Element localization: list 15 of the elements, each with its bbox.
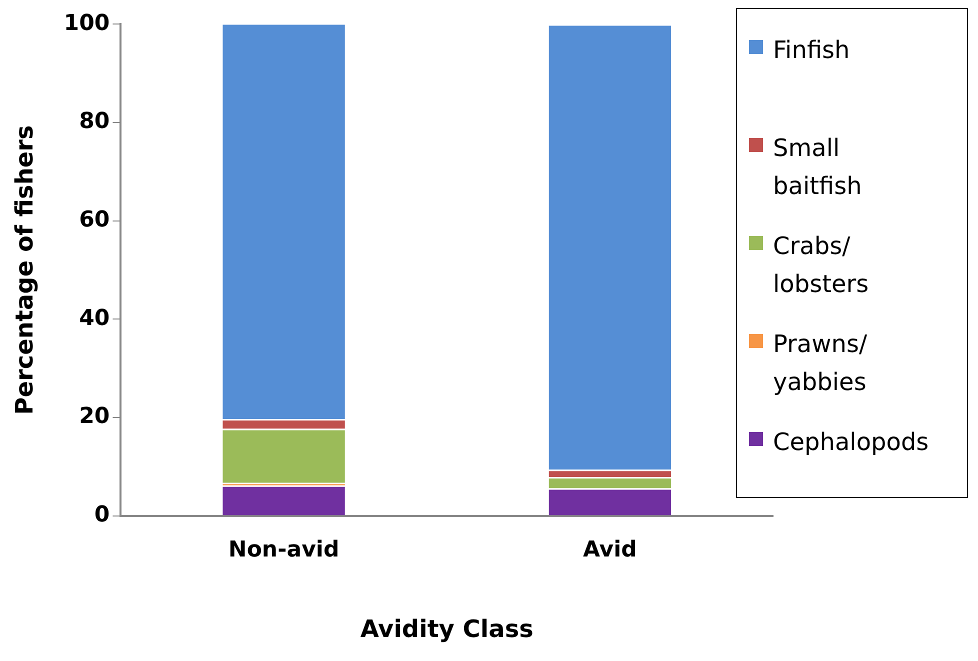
legend-label: Finfish <box>773 35 851 66</box>
y-axis-title: Percentage of fishers <box>10 125 39 415</box>
y-tick-label: 60 <box>79 208 110 233</box>
y-tick-label: 80 <box>79 109 110 134</box>
y-tick-label: 100 <box>64 10 110 36</box>
y-tick-label: 0 <box>94 502 110 528</box>
x-axis-title: Avidity Class <box>360 614 534 643</box>
legend-label: Crabs/ lobsters <box>773 231 870 300</box>
x-tick-label: Avid <box>582 538 637 563</box>
legend-label: Cephalopods <box>773 427 929 458</box>
y-tick-label: 20 <box>79 404 110 430</box>
legend-label: Small baitfish <box>773 133 863 202</box>
legend-label: Prawns/ yabbies <box>773 329 868 398</box>
y-tick-label: 40 <box>79 306 110 331</box>
x-tick-label: Non-avid <box>228 538 340 563</box>
